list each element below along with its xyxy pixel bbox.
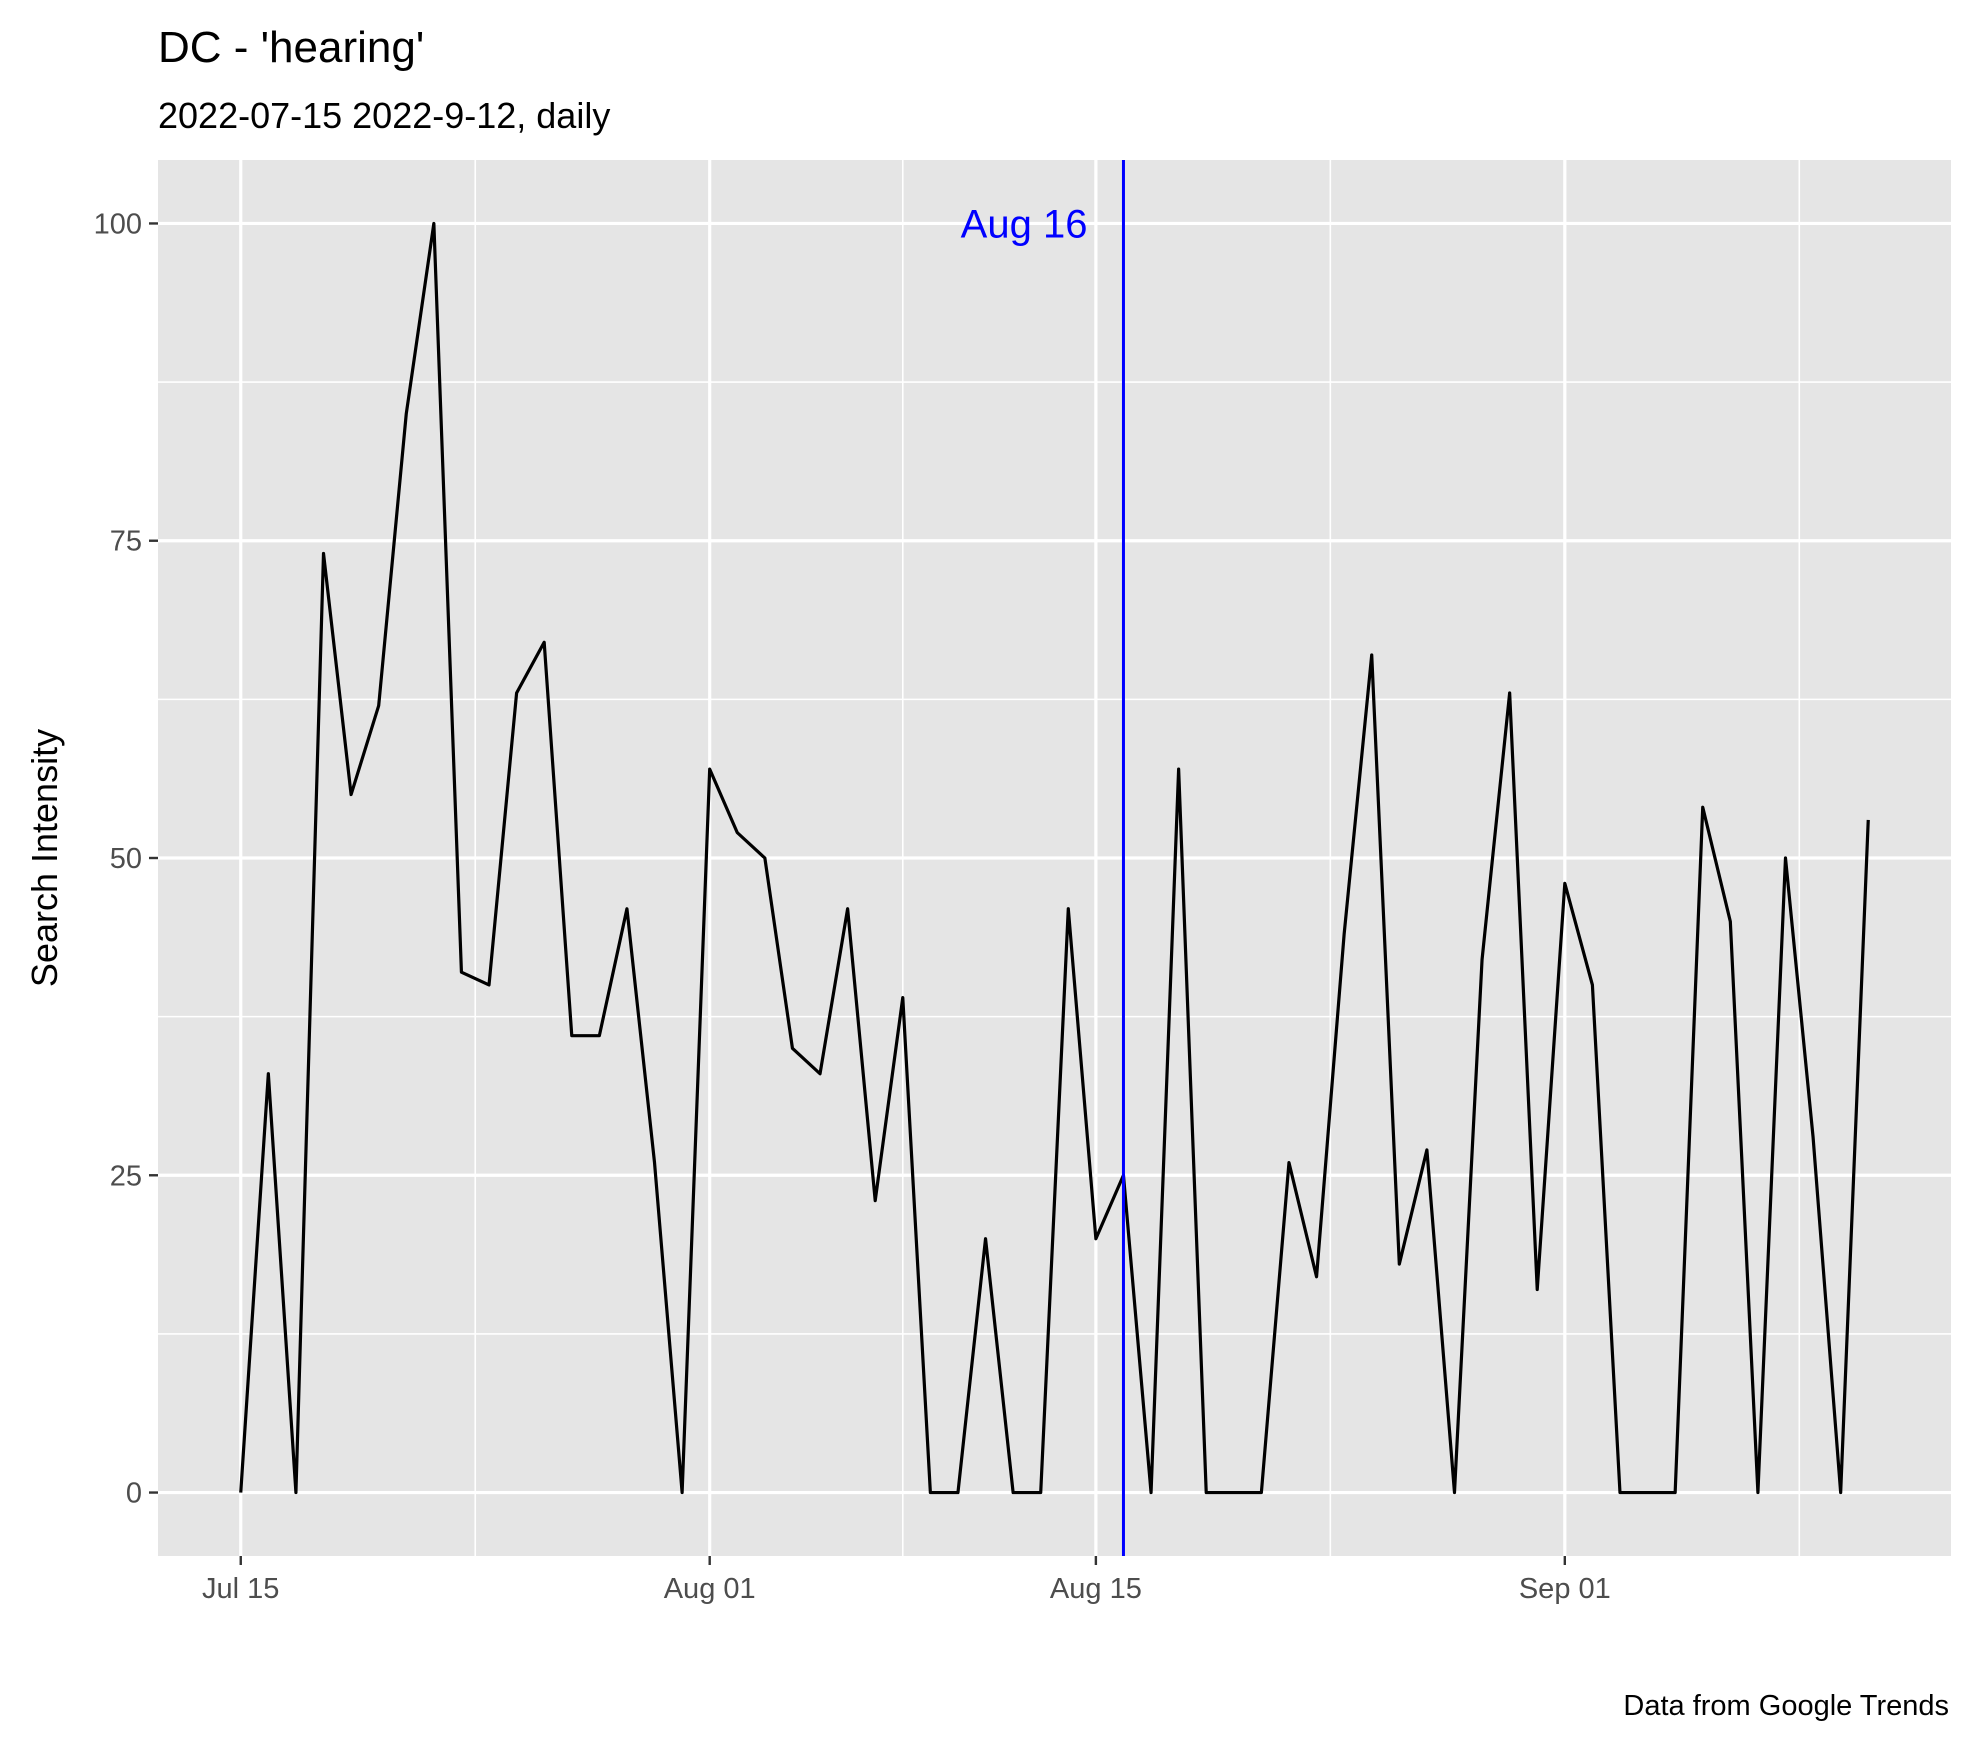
y-tick-label: 100 [94,208,142,240]
chart-subtitle: 2022-07-15 2022-9-12, daily [158,95,610,136]
y-tick-label: 75 [110,526,142,558]
chart-caption: Data from Google Trends [1623,1690,1949,1722]
x-tick-label: Jul 15 [202,1573,279,1605]
y-axis: 0 25 50 75 100 [94,208,158,1510]
series-line [239,221,1870,1495]
y-tick-label: 0 [126,1478,142,1510]
annotations: Aug 16 [961,160,1125,1556]
x-axis: Jul 15 Aug 01 Aug 15 Sep 01 [202,1556,1611,1605]
x-tick-label: Sep 01 [1519,1573,1611,1605]
x-tick-label: Aug 01 [664,1573,756,1605]
chart-title: DC - 'hearing' [158,23,424,72]
annotation-label: Aug 16 [961,202,1088,246]
y-tick-label: 50 [110,843,142,875]
y-axis-title: Search Intensity [24,729,65,987]
y-tick-label: 25 [110,1160,142,1192]
x-tick-label: Aug 15 [1050,1573,1142,1605]
